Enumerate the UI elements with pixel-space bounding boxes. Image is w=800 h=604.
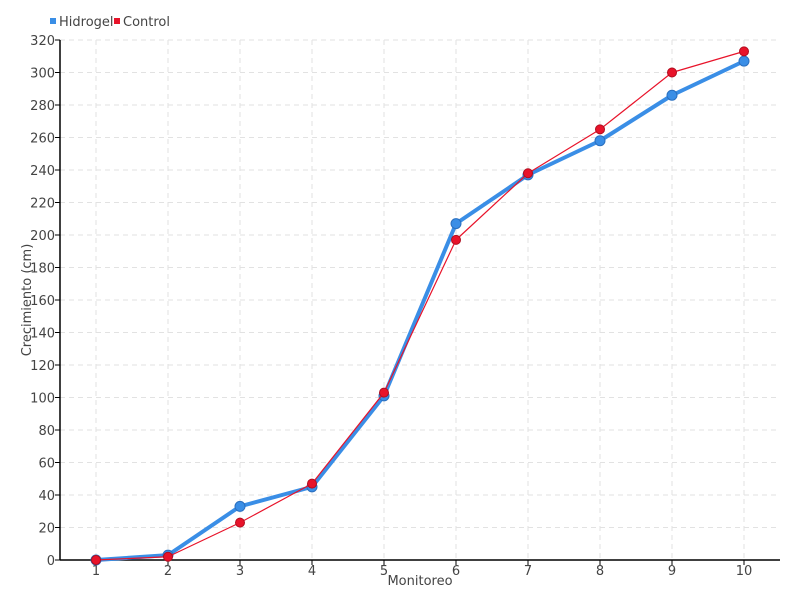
axes: 0 20 40 60 80 100 120 140 160 180 200 220 240 260 280 3… (30, 34, 780, 579)
y-tick-label: 220 (30, 197, 55, 212)
y-tick-label: 320 (30, 34, 55, 49)
series-line-hidrogel (95, 59, 745, 562)
y-tick-label: 100 (30, 392, 55, 407)
x-tick-label: 4 (308, 564, 316, 579)
y-tick-label: 180 (30, 262, 55, 277)
y-tick-label: 0 (47, 554, 55, 569)
series-line-control (95, 50, 745, 561)
y-tick-label: 160 (30, 294, 55, 309)
data-point-control (163, 551, 173, 562)
grid (60, 39, 780, 560)
y-axis-label: Crecimiento (cm) (20, 244, 35, 357)
y-tick-label: 20 (38, 522, 55, 537)
data-point-control (307, 478, 317, 489)
legend-swatch-control (114, 18, 120, 24)
data-point-control (91, 555, 101, 565)
data-point-control (595, 124, 605, 135)
x-tick-label: 7 (524, 564, 532, 579)
y-tick-label: 240 (30, 164, 55, 179)
data-point-control (523, 168, 533, 179)
data-point-hidrogel (594, 135, 606, 147)
y-tick-label: 80 (38, 424, 55, 439)
y-tick-label: 200 (30, 229, 55, 244)
x-tick-label: 9 (668, 564, 676, 579)
legend: Hidrogel Control (50, 15, 170, 30)
x-tick-label: 10 (736, 564, 753, 579)
data-point-hidrogel (450, 218, 462, 230)
y-tick-label: 260 (30, 132, 55, 147)
y-tick-label: 60 (38, 457, 55, 472)
y-tick-label: 300 (30, 67, 55, 82)
x-tick-label: 8 (596, 564, 604, 579)
y-tick-label: 140 (30, 327, 55, 342)
x-axis-label: Monitoreo (387, 574, 452, 589)
x-tick-label: 3 (236, 564, 244, 579)
y-tick-label: 120 (30, 359, 55, 374)
data-point-hidrogel (666, 89, 678, 101)
x-tick-label: 6 (452, 564, 460, 579)
legend-label-control: Control (123, 15, 170, 30)
data-point-control (739, 46, 749, 57)
x-tick-label: 2 (164, 564, 172, 579)
data-point-control (667, 67, 677, 78)
y-tick-label: 40 (38, 489, 55, 504)
data-point-hidrogel (738, 55, 750, 67)
legend-swatch-hidrogel (50, 18, 56, 24)
data-point-control (235, 517, 245, 528)
data-point-control (379, 387, 389, 398)
series-layer (90, 46, 750, 566)
x-tick-label: 1 (92, 564, 100, 579)
data-point-hidrogel (234, 500, 246, 512)
legend-label-hidrogel: Hidrogel (59, 15, 114, 30)
x-tick-label: 5 (380, 564, 388, 579)
data-point-control (451, 234, 461, 245)
y-tick-label: 280 (30, 99, 55, 114)
